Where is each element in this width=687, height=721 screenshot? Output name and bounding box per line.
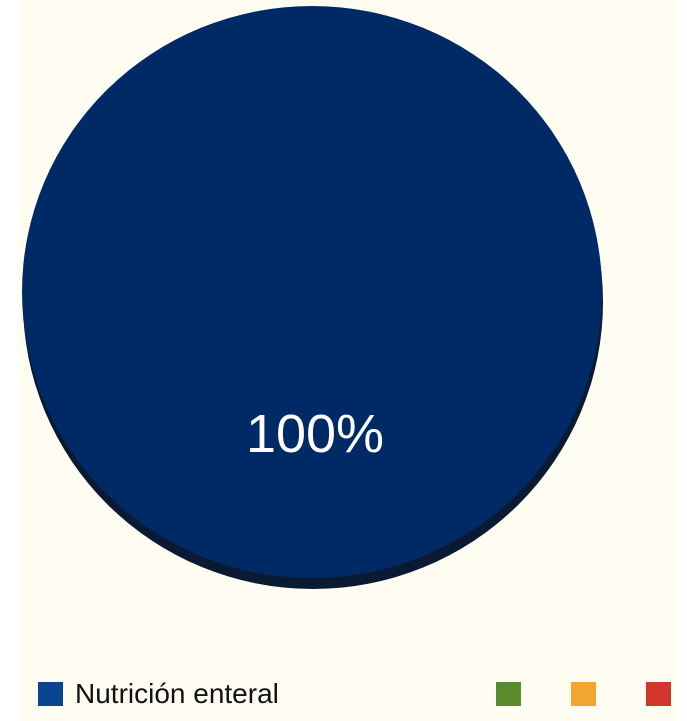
legend-item-green [496, 682, 521, 706]
legend-item-orange [571, 682, 596, 706]
legend-swatch [38, 682, 63, 706]
slice-data-label: 100% [246, 404, 384, 464]
legend-swatch [571, 682, 596, 706]
legend-label: Nutrición enteral [75, 678, 279, 709]
legend-item-red [646, 682, 671, 706]
pie-slice [22, 6, 602, 578]
legend-swatch [496, 682, 521, 706]
legend-item-nutricion-enteral: Nutrición enteral [38, 678, 279, 709]
legend-swatch [646, 682, 671, 706]
